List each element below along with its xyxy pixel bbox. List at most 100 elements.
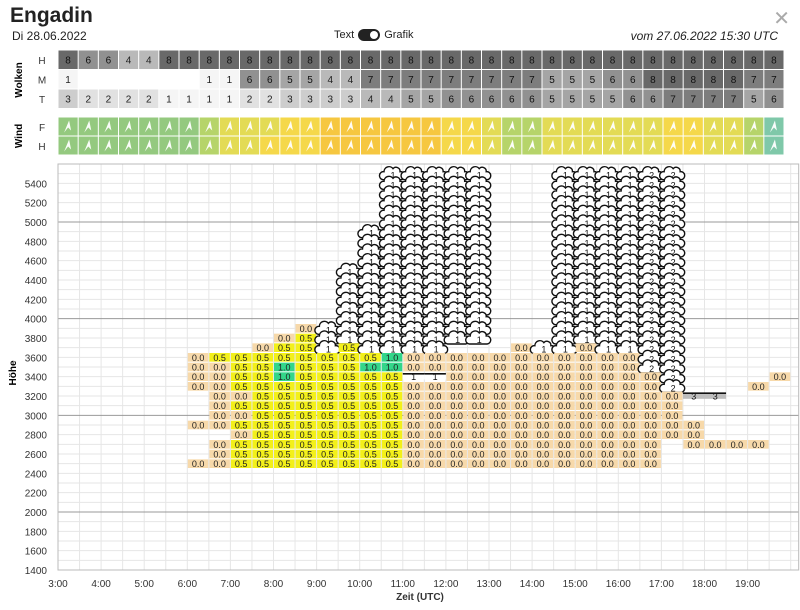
forecast-cell-value: 0.0 (537, 392, 550, 402)
forecast-cell-value: 0.0 (601, 411, 614, 421)
forecast-cell (424, 401, 446, 410)
cloud-cell (703, 70, 723, 89)
cloud-value: 1 (434, 248, 439, 258)
cloud-value: 1 (412, 229, 417, 239)
forecast-cell-value: 0.5 (343, 450, 356, 460)
x-tick-label: 15:00 (563, 579, 588, 590)
forecast-cell (360, 459, 381, 468)
forecast-cell (575, 343, 597, 352)
forecast-cell (489, 391, 511, 401)
cloud-cell-value: 6 (630, 95, 636, 106)
cloud-value: 1 (412, 335, 417, 345)
forecast-cell-value: 0.0 (256, 343, 269, 353)
toggle-switch[interactable] (358, 29, 381, 41)
cloud-icon: 1 (465, 253, 492, 268)
cloud-value: 1 (412, 209, 417, 219)
cloud-value: 1 (369, 335, 374, 345)
cloud-shape (465, 185, 492, 200)
cloud-value: 1 (477, 258, 482, 268)
forecast-cell (446, 401, 467, 410)
cloud-cell-value: 8 (368, 56, 374, 67)
forecast-cell (554, 411, 575, 420)
forecast-cell-value: 0.5 (364, 382, 377, 392)
cloud-cell-value: 7 (509, 75, 515, 86)
wind-arrow-icon (527, 139, 535, 152)
forecast-cell (532, 449, 554, 459)
x-tick-label: 9:00 (307, 579, 327, 590)
toggle-label-text[interactable]: Text (334, 29, 355, 41)
forecast-cell (403, 459, 424, 468)
forecast-cell-value: 0.5 (278, 411, 291, 421)
layer-bar (424, 373, 446, 380)
cloud-row-label: T (39, 95, 45, 106)
x-tick-label: 6:00 (178, 579, 198, 590)
wind-arrow-icon (669, 139, 677, 152)
forecast-cell (597, 391, 618, 401)
cloud-cell-value: 8 (590, 56, 596, 67)
cloud-shape (465, 233, 492, 249)
cloud-value: 1 (563, 248, 568, 258)
cloud-value: 1 (477, 219, 482, 229)
cloud-value: 1 (434, 287, 439, 297)
close-icon[interactable]: ✕ (773, 8, 790, 30)
cloud-icon: 1 (465, 291, 492, 306)
forecast-cell-value: 0.0 (580, 401, 593, 411)
forecast-cell-value: 0.0 (537, 421, 550, 431)
cloud-value: 1 (477, 171, 482, 181)
forecast-cell-value: 0.0 (515, 343, 528, 353)
forecast-cell (209, 353, 230, 362)
cloud-value: 1 (391, 248, 396, 258)
cloud-value: 1 (391, 335, 396, 345)
cloud-value: 2 (649, 287, 654, 297)
forecast-cell (511, 382, 532, 391)
forecast-cell (360, 372, 381, 381)
forecast-cell-value: 0.0 (601, 392, 614, 402)
forecast-cell-value: 0.0 (644, 392, 657, 402)
cloud-value: 1 (434, 258, 439, 268)
forecast-cell-value: 0.5 (256, 382, 269, 392)
cloud-cell-value: 4 (388, 95, 394, 106)
forecast-cell (446, 353, 467, 362)
x-tick-label: 19:00 (735, 579, 760, 590)
cloud-cell-value: 5 (569, 95, 575, 106)
cloud-cell-value: 6 (247, 75, 253, 86)
cloud-value: 2 (671, 383, 676, 393)
cloud-cell-value: 7 (529, 75, 535, 86)
forecast-cell-value: 0.5 (364, 353, 377, 363)
forecast-cell-value: 0.0 (407, 450, 420, 460)
forecast-cell (467, 401, 489, 410)
cloud-cell-value: 8 (388, 56, 394, 67)
forecast-cell-value: 0.0 (450, 450, 463, 460)
cloud-icon: 1 (465, 311, 492, 326)
view-toggle[interactable]: Text Grafik (334, 29, 414, 41)
cloud-value: 2 (671, 325, 676, 335)
forecast-cell (338, 401, 360, 410)
forecast-cell (575, 391, 597, 401)
cloud-value: 1 (455, 229, 460, 239)
cloud-icon: 2 (658, 311, 686, 326)
cloud-cell (724, 89, 744, 108)
forecast-cell (467, 420, 489, 430)
forecast-cell (640, 411, 661, 420)
cloud-value: 1 (412, 316, 417, 326)
cloud-value: 2 (649, 354, 654, 364)
y-tick-label: 2000 (25, 508, 48, 519)
wind-arrow-icon (144, 120, 152, 133)
cloud-cell-value: 8 (549, 56, 555, 67)
wind-arrow-icon (427, 139, 435, 152)
forecast-cell (252, 382, 273, 391)
cloud-value: 1 (391, 190, 396, 200)
cloud-cell (643, 70, 663, 89)
wind-arrow-icon (628, 139, 636, 152)
toggle-label-graph[interactable]: Grafik (384, 29, 414, 41)
cloud-value: 1 (628, 335, 633, 345)
wind-arrow-icon (669, 120, 677, 133)
cloud-value: 1 (628, 267, 633, 277)
cloud-value: 1 (563, 325, 568, 335)
wind-arrow-icon (346, 120, 354, 133)
forecast-cell (209, 420, 230, 430)
cloud-cell (401, 50, 421, 69)
forecast-cell-value: 0.0 (601, 372, 614, 382)
cloud-shape (421, 340, 449, 355)
forecast-cell-value: 0.5 (343, 363, 356, 373)
